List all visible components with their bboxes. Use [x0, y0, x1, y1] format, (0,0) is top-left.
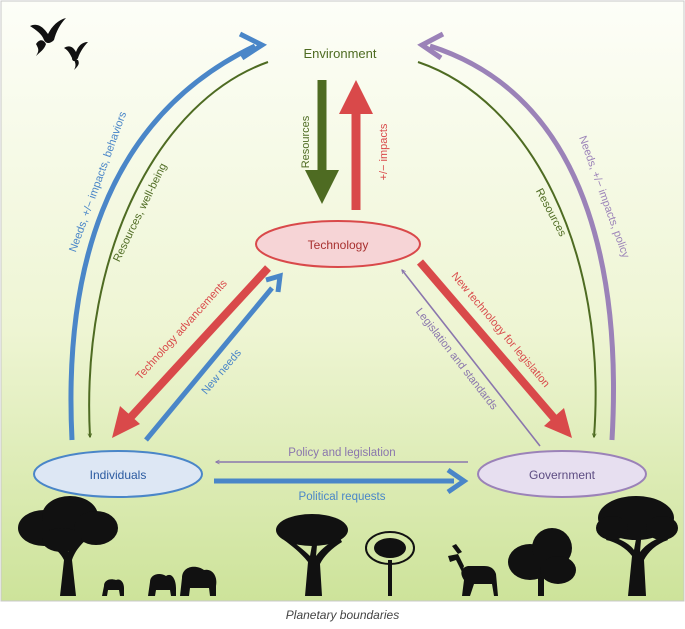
node-technology: Technology [308, 238, 369, 252]
moose-icon [448, 544, 498, 596]
tree-bush-icon [508, 528, 576, 596]
node-individuals-shape [33, 450, 203, 498]
arrow-legislation-and-standards [402, 270, 541, 447]
arrow-new-needs [144, 272, 283, 442]
node-environment: Environment [304, 46, 377, 61]
arrow-new-technology-for-legislation [416, 259, 572, 438]
bear-small-icon [102, 579, 124, 596]
label-resources-down: Resources [300, 115, 312, 168]
arrow-needs-impacts-behaviors [68, 31, 268, 441]
tree-left-icon [18, 496, 118, 596]
bear-medium-icon [148, 574, 176, 596]
tree-thin-icon [365, 531, 415, 596]
label-political-requests: Political requests [299, 491, 386, 503]
birds-icon [30, 18, 88, 70]
bear-large-icon [180, 566, 217, 596]
arrow-resources-down [305, 80, 339, 204]
node-individuals: Individuals [90, 468, 147, 482]
arrow-political-requests [214, 467, 469, 495]
node-technology-shape [255, 220, 421, 268]
node-government: Government [529, 468, 596, 482]
arrow-technology-advancements [112, 265, 271, 438]
label-impacts-up: +/− impacts [378, 123, 390, 180]
arrow-resources-right [417, 61, 597, 437]
arrow-impacts-up [339, 80, 373, 210]
node-government-shape [477, 450, 647, 498]
caption: Planetary boundaries [285, 608, 400, 622]
arrow-resources-wellbeing [89, 61, 269, 437]
diagram-background [0, 0, 685, 602]
arrow-needs-impacts-policy [417, 31, 616, 441]
tree-acacia-icon [276, 514, 348, 596]
label-policy-and-legislation: Policy and legislation [288, 447, 395, 459]
tree-right-icon [596, 496, 678, 596]
